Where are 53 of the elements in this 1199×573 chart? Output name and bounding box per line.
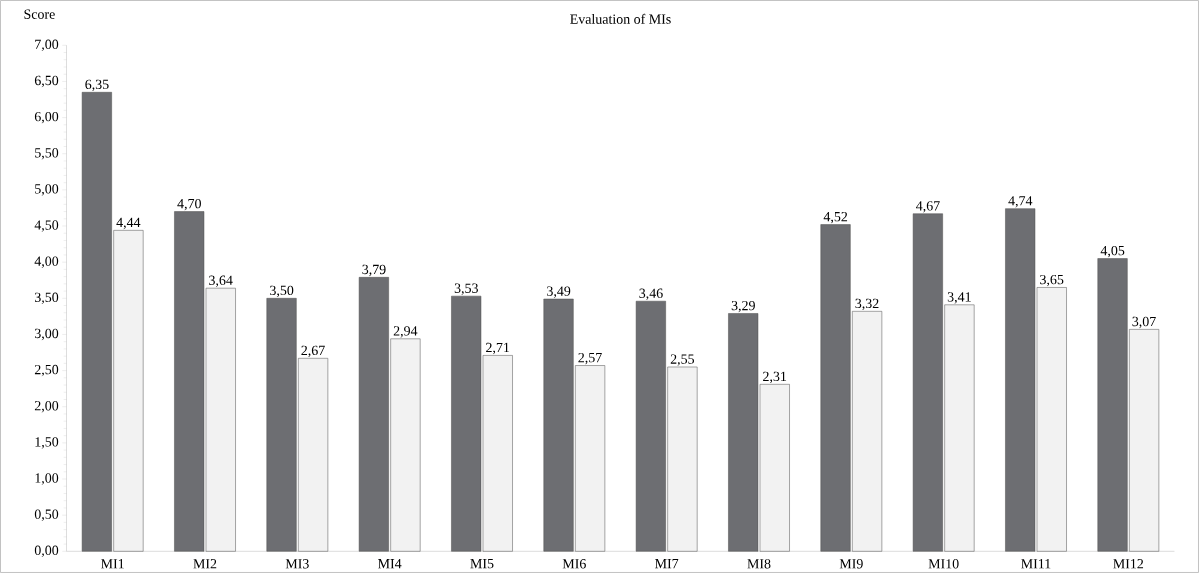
x-tick-label: MI2	[193, 559, 217, 569]
data-label: 2,71	[486, 342, 510, 355]
y-tick-label: 5,50	[35, 148, 59, 160]
data-label: 4,67	[916, 201, 940, 213]
data-label: 3,32	[855, 298, 879, 311]
y-tick-label: 7,00	[35, 39, 59, 52]
x-tick-label: MI7	[655, 559, 679, 569]
data-label: 3,07	[1132, 316, 1156, 329]
y-tick-label: 0,00	[34, 545, 59, 558]
y-tick-label: 5,00	[35, 184, 59, 196]
data-label: 6,35	[85, 79, 109, 92]
data-label: 4,70	[177, 198, 201, 211]
y-tick-label: 6,50	[34, 75, 59, 88]
data-label: 2,55	[670, 354, 695, 366]
chart-title: Evaluation of MIs	[570, 13, 671, 24]
data-label: 2,67	[301, 345, 325, 358]
y-axis-title: Score	[24, 9, 55, 19]
data-label: 3,79	[362, 264, 386, 277]
data-label: 4,74	[1008, 196, 1033, 208]
data-label: 3,49	[547, 286, 571, 298]
y-tick-label: 2,00	[34, 401, 59, 413]
data-label: 4,52	[823, 211, 848, 224]
data-label: 3,53	[454, 283, 478, 295]
y-tick-label: 3,50	[34, 292, 59, 305]
y-tick-label: 0,50	[34, 509, 59, 521]
data-label: 4,05	[1100, 245, 1125, 258]
x-tick-label: MI12	[1113, 559, 1144, 569]
x-tick-label: MI10	[928, 559, 959, 569]
x-tick-label: MI8	[747, 559, 771, 569]
y-tick-label: 1,50	[35, 437, 59, 449]
x-tick-label: MI5	[470, 559, 494, 569]
data-label: 3,50	[270, 285, 294, 298]
data-label: 2,31	[763, 371, 787, 384]
x-tick-label: MI4	[378, 559, 402, 569]
x-tick-label: MI9	[839, 559, 863, 569]
y-tick-label: 1,00	[35, 473, 59, 485]
y-tick-label: 4,50	[34, 220, 59, 232]
data-label: 3,46	[639, 288, 663, 300]
x-tick-label: MI11	[1021, 559, 1051, 569]
x-tick-label: MI6	[562, 559, 586, 569]
data-label: 2,94	[393, 326, 418, 338]
data-label: 3,65	[1040, 274, 1064, 287]
y-tick-label: 6,00	[34, 111, 59, 124]
data-label: 4,44	[116, 217, 141, 230]
y-tick-label: 3,00	[34, 328, 59, 341]
x-tick-label: MI3	[285, 559, 309, 569]
data-label: 3,29	[731, 300, 755, 313]
y-tick-label: 4,00	[34, 256, 59, 268]
data-label: 3,64	[209, 275, 233, 287]
x-tick-label: MI1	[101, 559, 124, 569]
y-tick-label: 2,50	[34, 364, 59, 377]
data-label: 3,41	[947, 292, 971, 304]
data-label: 2,57	[578, 352, 602, 365]
